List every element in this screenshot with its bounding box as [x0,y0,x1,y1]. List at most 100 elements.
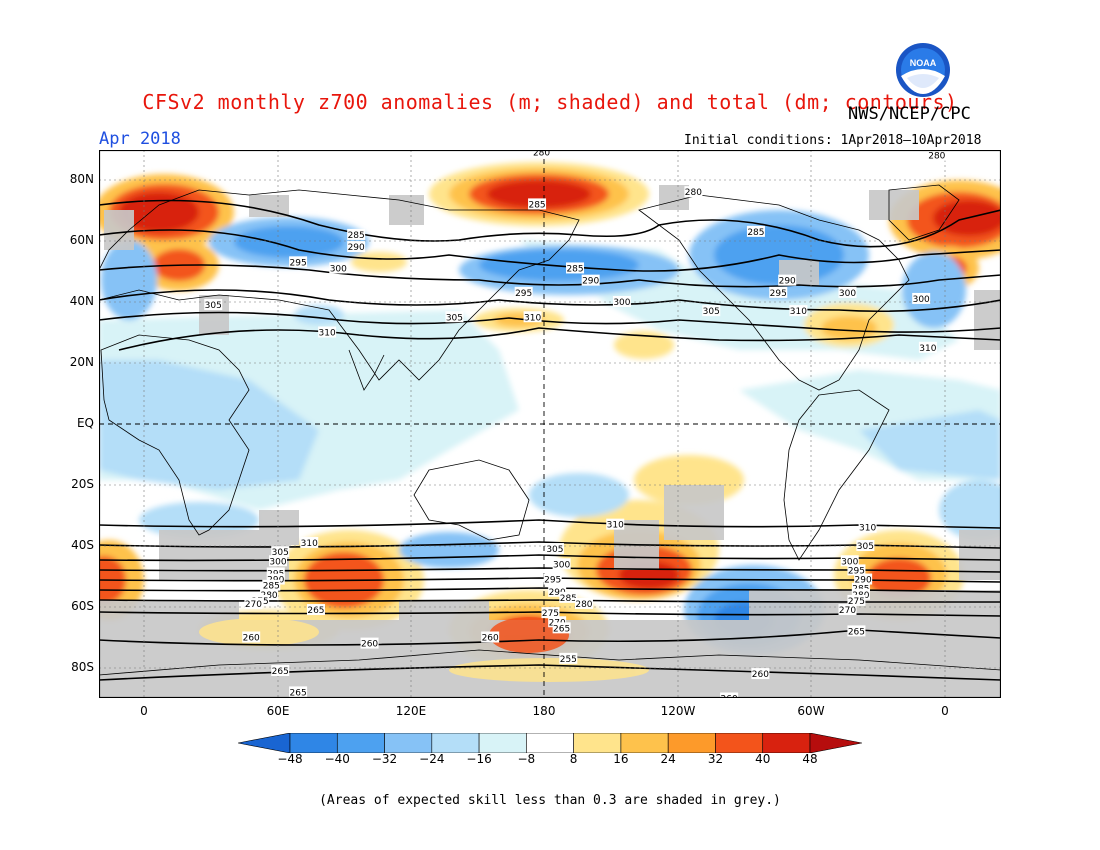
colorbar-segment [336,733,385,753]
low-skill-area [974,290,1001,350]
contour-label-bg [523,311,542,323]
contour-line [99,587,1001,593]
greenland-coast [888,184,960,241]
contour-line [99,567,1001,573]
chart-title: CFSv2 monthly z700 anomalies (m; shaded)… [142,90,958,114]
initial-conditions: Initial conditions: 1Apr2018–10Apr2018 [684,133,982,148]
contour-label-bg [612,296,631,307]
colorbar-label: −16 [466,752,492,766]
contour-label-text: 285 [348,231,365,241]
colorbar-segment [478,733,527,753]
contour-label: 300 [552,558,571,570]
contour-label-bg [559,652,578,664]
contour-label-text: 290 [348,243,365,253]
contour-label: 280 [684,186,703,198]
contour-label: 265 [271,665,290,677]
contour-label: 265 [847,625,866,637]
contour-label-bg [769,286,788,298]
colorbar-high-arrow [809,733,862,753]
map-frame [99,150,1001,698]
africa-coast [100,334,250,536]
contour-label: 295 [769,286,788,299]
contour-label: 290 [347,241,366,253]
contour-label-text: 260 [482,634,499,644]
contour-line [99,264,1001,288]
anomaly-region [139,502,259,538]
colorbar-label: 24 [660,752,676,766]
contour-label: 305 [545,543,564,555]
contour-label-text: 305 [546,545,563,555]
contour-label: 310 [318,326,337,339]
contour-label-bg [481,631,500,643]
contour-label-text: 310 [790,307,807,317]
contour-label-bg [528,198,547,210]
contour-label: 300 [840,555,859,567]
low-skill-area [659,185,689,210]
contour-label-bg [847,564,866,576]
contour-label: 295 [514,286,533,299]
contour-label-text: 280 [575,600,592,610]
contour-label-bg [269,555,287,567]
contour-label-text: 295 [544,576,561,586]
contour-label-text: 265 [848,627,865,637]
contour-label: 300 [329,262,348,274]
contour-label-bg [271,665,290,677]
skill-note: (Areas of expected skill less than 0.3 a… [319,793,781,808]
contour-label: 300 [838,286,857,299]
contour-label-text: 285 [528,200,545,210]
lon-label: 120E [395,704,427,718]
contour-label-bg [271,546,290,558]
lat-label: 20N [69,355,94,369]
colorbar-segment [620,733,669,753]
contour-label-bg [360,637,379,649]
contour-label-bg [851,588,870,600]
contour-label-bg [606,518,625,530]
contour-label-bg [927,150,946,161]
anomaly-region [399,532,499,568]
contour-label-bg [789,305,808,317]
colorbar-label: 48 [802,752,818,766]
colorbar-segment [715,733,764,753]
contour-line [99,289,1001,313]
contour-line [99,519,1001,529]
anomaly-region [479,249,639,281]
contour-label-bg [514,286,533,298]
colorbar-label: 8 [569,752,578,766]
contour-label-text: 280 [260,591,277,601]
contour-label-text: 260 [752,670,769,680]
contour-label: 295 [847,564,866,576]
contour-label: 275 [541,607,560,619]
contour-label-bg [574,597,593,609]
anomaly-region [99,360,319,490]
contour-label: 270 [838,604,857,616]
contour-label-bg [532,150,551,158]
contour-label: 310 [789,305,808,317]
lon-label: 180 [532,704,556,718]
contour-label: 310 [523,311,542,323]
contour-label-text: 300 [841,557,858,567]
contour-label: 280 [532,150,551,159]
contour-label: 305 [702,305,721,317]
lat-label: 80N [69,172,94,186]
lat-label: 60S [71,599,94,613]
north-america-coast [638,194,910,391]
contour-label-bg [289,686,308,698]
contour-label-text: 305 [205,301,222,311]
contour-label-text: 300 [330,264,347,274]
lon-label: 0 [941,704,949,718]
colorbar-segment [762,733,811,753]
contour-label: 280 [260,588,279,601]
contour-label-text: 305 [703,307,720,317]
contour-label-text: 295 [515,289,532,299]
contour-label-bg [266,573,285,585]
contour-label-bg [552,558,571,570]
contour-label-text: 265 [290,688,307,698]
low-skill-area [664,485,724,540]
contour-label-text: 300 [913,295,930,305]
colorbar-label: 40 [755,752,771,766]
contour-label-bg [847,594,866,606]
contour-label-bg [778,274,797,286]
contour-label-bg [541,607,560,619]
contour-label: 260 [360,637,379,650]
contour-label-text: 255 [560,655,577,665]
